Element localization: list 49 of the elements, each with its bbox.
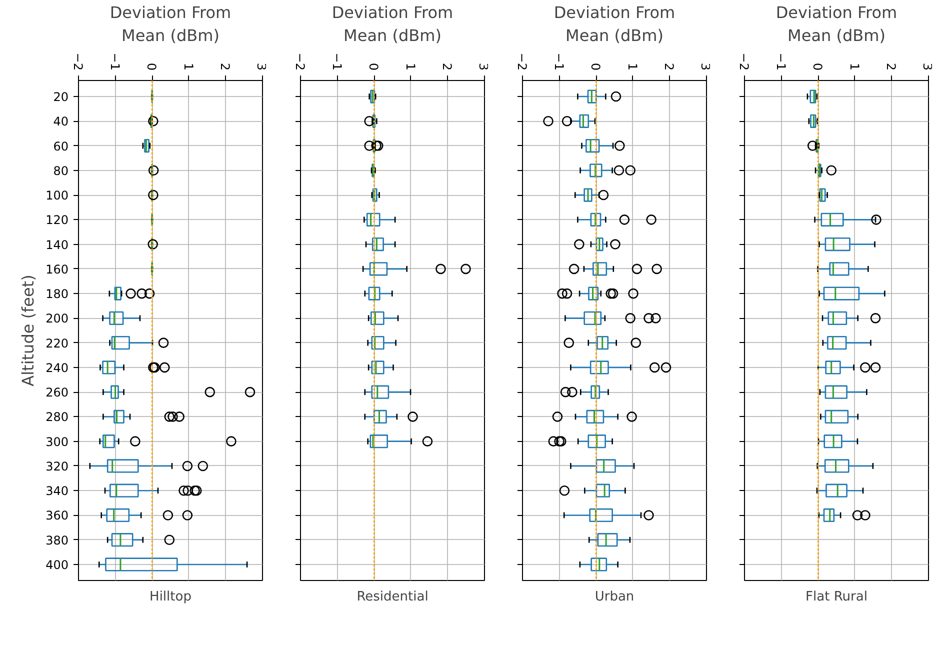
- x-tick-label: 0: [366, 62, 381, 71]
- x-tick-label: −1: [108, 52, 122, 71]
- x-tick-label: −2: [293, 52, 307, 71]
- x-axis-title: Deviation From Mean (dBm): [110, 3, 232, 45]
- x-tick-label: 0: [810, 62, 825, 71]
- y-tick-label: 360: [46, 508, 68, 523]
- y-tick-label: 20: [53, 90, 69, 104]
- text: Hilltop: [150, 590, 192, 604]
- x-tick-label: 2: [884, 62, 898, 71]
- x-tick-label: −1: [552, 52, 566, 71]
- x-tick-label: 1: [181, 62, 196, 71]
- y-tick-label: 300: [46, 434, 68, 449]
- y-tick-label: 240: [46, 360, 68, 375]
- text: Urban: [594, 590, 634, 604]
- y-tick-label: 380: [46, 533, 68, 548]
- y-tick-label: 400: [46, 558, 68, 572]
- y-tick-label: 160: [46, 262, 68, 276]
- y-tick-label: 80: [53, 164, 69, 178]
- y-tick-label: 220: [46, 336, 68, 350]
- y-tick-label: 320: [46, 459, 68, 474]
- x-tick-label: −1: [774, 52, 788, 71]
- x-tick-label: −2: [71, 52, 85, 71]
- x-tick-label: 0: [588, 62, 603, 71]
- x-tick-label: 0: [144, 62, 159, 71]
- y-axis-title: Altitude (feet): [18, 274, 38, 386]
- y-tick-label: 40: [53, 114, 69, 129]
- x-tick-label: 1: [625, 62, 640, 71]
- x-tick-label: 2: [218, 62, 232, 71]
- x-tick-label: 2: [440, 62, 454, 71]
- x-axis-title: Deviation From Mean (dBm): [332, 3, 454, 45]
- x-axis-title: Deviation From Mean (dBm): [554, 3, 676, 45]
- x-tick-label: 1: [847, 62, 862, 71]
- x-tick-label: −2: [515, 52, 529, 71]
- text: Flat Rural: [806, 590, 868, 604]
- x-tick-label: −1: [330, 52, 344, 71]
- y-tick-label: 280: [46, 410, 68, 424]
- y-tick-label: 340: [46, 484, 68, 498]
- x-axis-title: Deviation From Mean (dBm): [776, 3, 898, 45]
- y-tick-label: 260: [46, 386, 68, 400]
- text: Residential: [356, 590, 428, 604]
- x-tick-label: −2: [737, 52, 751, 71]
- y-tick-label: 120: [46, 213, 68, 228]
- y-tick-label: 200: [46, 312, 68, 326]
- y-tick-label: 60: [53, 139, 69, 154]
- x-tick-label: 2: [662, 62, 676, 71]
- x-tick-label: 1: [403, 62, 418, 71]
- y-tick-label: 140: [46, 238, 68, 252]
- y-tick-label: 180: [46, 287, 68, 302]
- y-tick-label: 100: [46, 188, 68, 203]
